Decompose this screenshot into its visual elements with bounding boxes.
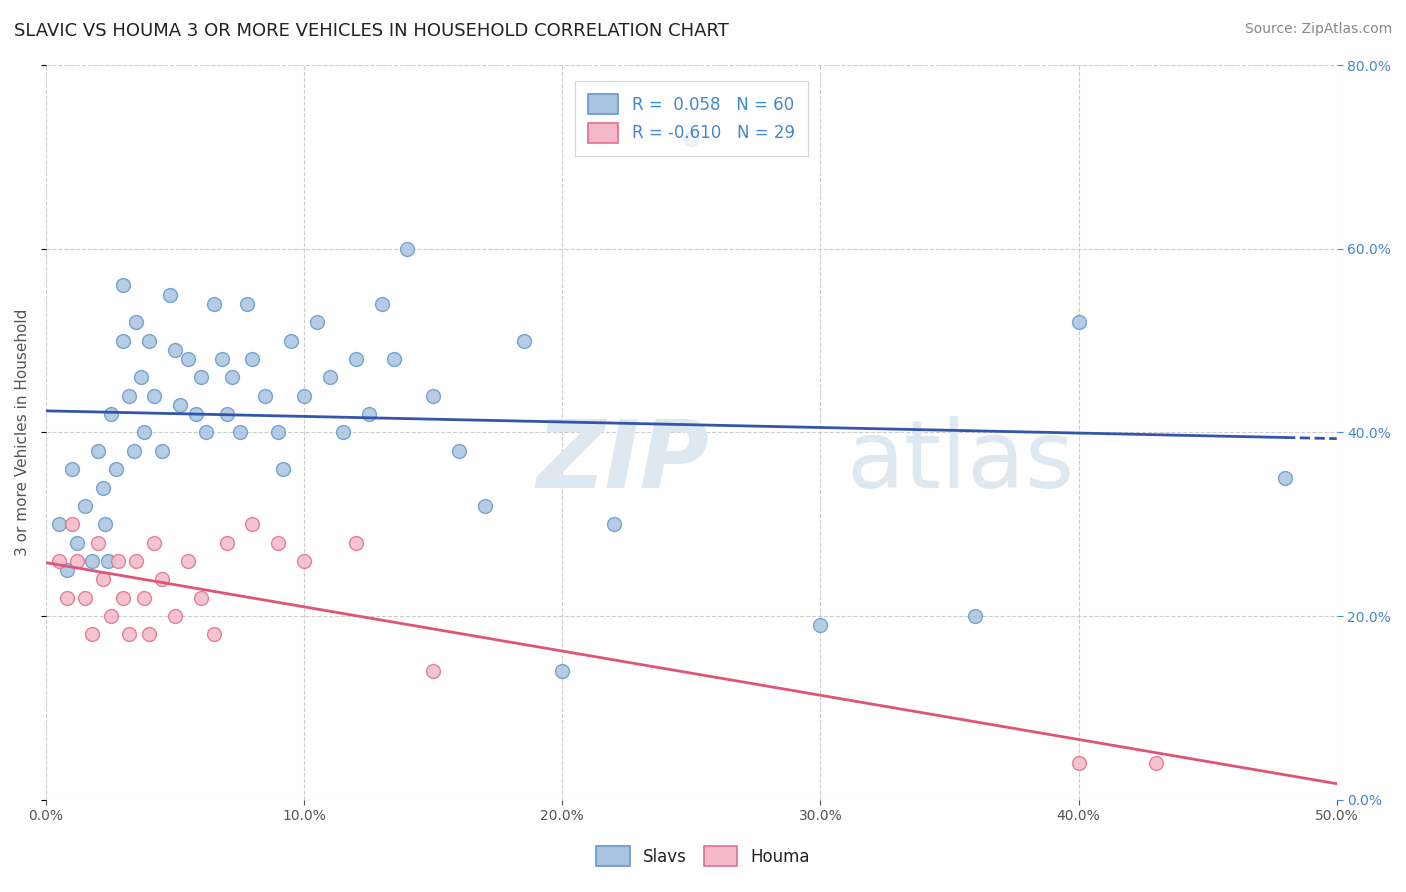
- Point: [73, 499, 96, 513]
- Point: [202, 627, 225, 641]
- Point: [242, 351, 264, 366]
- Point: [603, 517, 626, 532]
- Point: [280, 334, 302, 348]
- Point: [184, 407, 207, 421]
- Point: [202, 297, 225, 311]
- Point: [138, 627, 160, 641]
- Point: [177, 554, 200, 568]
- Text: atlas: atlas: [846, 416, 1074, 508]
- Point: [94, 517, 117, 532]
- Point: [125, 554, 148, 568]
- Point: [1144, 756, 1167, 770]
- Point: [143, 535, 166, 549]
- Point: [163, 609, 186, 624]
- Point: [344, 535, 367, 549]
- Point: [810, 618, 832, 632]
- Point: [122, 443, 145, 458]
- Point: [125, 315, 148, 329]
- Point: [55, 591, 77, 605]
- Y-axis label: 3 or more Vehicles in Household: 3 or more Vehicles in Household: [15, 309, 30, 556]
- Text: ZIP: ZIP: [537, 416, 709, 508]
- Point: [150, 443, 173, 458]
- Point: [117, 627, 139, 641]
- Point: [211, 351, 233, 366]
- Point: [1274, 471, 1296, 485]
- Point: [344, 351, 367, 366]
- Point: [384, 351, 406, 366]
- Point: [48, 517, 70, 532]
- Point: [82, 554, 104, 568]
- Point: [143, 389, 166, 403]
- Point: [370, 297, 392, 311]
- Point: [91, 573, 114, 587]
- Point: [60, 517, 83, 532]
- Point: [215, 535, 238, 549]
- Point: [681, 131, 703, 145]
- Point: [292, 389, 315, 403]
- Point: [254, 389, 277, 403]
- Point: [163, 343, 186, 357]
- Point: [319, 370, 342, 384]
- Point: [48, 554, 70, 568]
- Point: [190, 591, 212, 605]
- Point: [97, 554, 120, 568]
- Text: Source: ZipAtlas.com: Source: ZipAtlas.com: [1244, 22, 1392, 37]
- Point: [332, 425, 354, 440]
- Point: [150, 573, 173, 587]
- Point: [292, 554, 315, 568]
- Point: [236, 297, 259, 311]
- Point: [551, 664, 574, 678]
- Point: [1067, 756, 1090, 770]
- Point: [177, 351, 200, 366]
- Point: [267, 535, 290, 549]
- Point: [138, 334, 160, 348]
- Point: [112, 278, 135, 293]
- Point: [221, 370, 243, 384]
- Point: [112, 334, 135, 348]
- Point: [86, 443, 108, 458]
- Point: [228, 425, 250, 440]
- Legend: R =  0.058   N = 60, R = -0.610   N = 29: R = 0.058 N = 60, R = -0.610 N = 29: [575, 81, 808, 156]
- Point: [422, 389, 444, 403]
- Point: [169, 398, 191, 412]
- Point: [104, 462, 127, 476]
- Point: [267, 425, 290, 440]
- Legend: Slavs, Houma: Slavs, Houma: [588, 838, 818, 875]
- Point: [512, 334, 534, 348]
- Point: [55, 563, 77, 577]
- Point: [305, 315, 328, 329]
- Point: [357, 407, 380, 421]
- Point: [447, 443, 470, 458]
- Point: [422, 664, 444, 678]
- Point: [1067, 315, 1090, 329]
- Point: [195, 425, 218, 440]
- Point: [112, 591, 135, 605]
- Point: [190, 370, 212, 384]
- Point: [273, 462, 295, 476]
- Text: SLAVIC VS HOUMA 3 OR MORE VEHICLES IN HOUSEHOLD CORRELATION CHART: SLAVIC VS HOUMA 3 OR MORE VEHICLES IN HO…: [14, 22, 728, 40]
- Point: [73, 591, 96, 605]
- Point: [396, 242, 419, 256]
- Point: [107, 554, 129, 568]
- Point: [60, 462, 83, 476]
- Point: [131, 370, 153, 384]
- Point: [474, 499, 496, 513]
- Point: [86, 535, 108, 549]
- Point: [66, 554, 89, 568]
- Point: [159, 287, 181, 301]
- Point: [965, 609, 987, 624]
- Point: [82, 627, 104, 641]
- Point: [132, 591, 155, 605]
- Point: [100, 609, 122, 624]
- Point: [215, 407, 238, 421]
- Point: [66, 535, 89, 549]
- Point: [100, 407, 122, 421]
- Point: [91, 481, 114, 495]
- Point: [242, 517, 264, 532]
- Point: [132, 425, 155, 440]
- Point: [117, 389, 139, 403]
